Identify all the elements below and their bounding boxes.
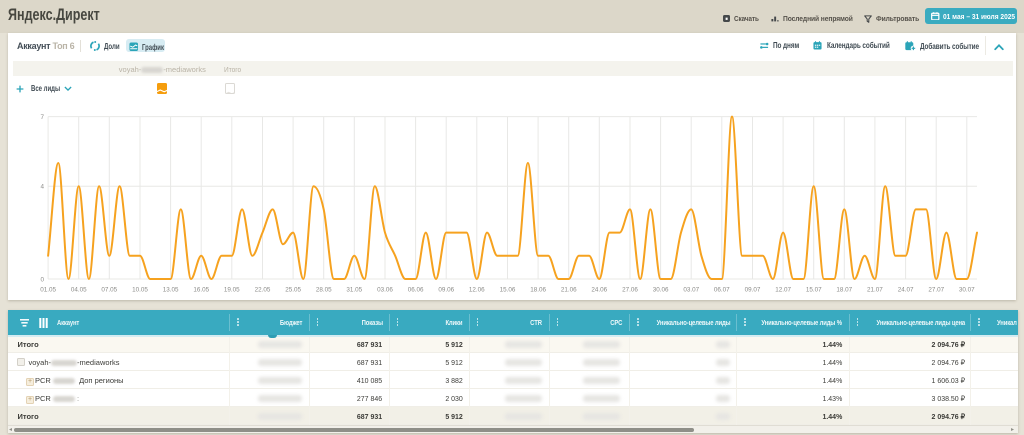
svg-text:19.05: 19.05 (224, 287, 240, 294)
svg-text:31.05: 31.05 (346, 287, 362, 294)
svg-text:09.07: 09.07 (745, 287, 761, 294)
svg-text:27.07: 27.07 (928, 287, 944, 294)
svg-text:18.06: 18.06 (530, 287, 546, 294)
svg-text:03.07: 03.07 (683, 287, 699, 294)
svg-text:27.06: 27.06 (622, 287, 638, 294)
svg-text:06.07: 06.07 (714, 287, 730, 294)
svg-text:10.05: 10.05 (132, 287, 148, 294)
svg-text:04.05: 04.05 (71, 287, 87, 294)
svg-text:28.05: 28.05 (316, 287, 332, 294)
svg-text:25.05: 25.05 (285, 287, 301, 294)
svg-text:7: 7 (40, 114, 44, 121)
svg-text:06.06: 06.06 (408, 287, 424, 294)
svg-text:22.05: 22.05 (255, 287, 271, 294)
svg-text:4: 4 (40, 184, 44, 191)
svg-text:21.07: 21.07 (867, 287, 883, 294)
svg-text:24.06: 24.06 (591, 287, 607, 294)
svg-text:30.07: 30.07 (959, 287, 975, 294)
svg-text:13.05: 13.05 (163, 287, 179, 294)
svg-text:0: 0 (40, 276, 44, 283)
svg-text:16.05: 16.05 (193, 287, 209, 294)
svg-text:21.06: 21.06 (561, 287, 577, 294)
svg-text:15.07: 15.07 (806, 287, 822, 294)
svg-text:07.05: 07.05 (101, 287, 117, 294)
svg-text:03.06: 03.06 (377, 287, 393, 294)
svg-text:09.06: 09.06 (438, 287, 454, 294)
svg-text:30.06: 30.06 (653, 287, 669, 294)
svg-text:15.06: 15.06 (500, 287, 516, 294)
svg-text:01.05: 01.05 (40, 287, 56, 294)
svg-text:18.07: 18.07 (836, 287, 852, 294)
svg-text:12.06: 12.06 (469, 287, 485, 294)
svg-text:12.07: 12.07 (775, 287, 791, 294)
svg-text:24.07: 24.07 (898, 287, 914, 294)
